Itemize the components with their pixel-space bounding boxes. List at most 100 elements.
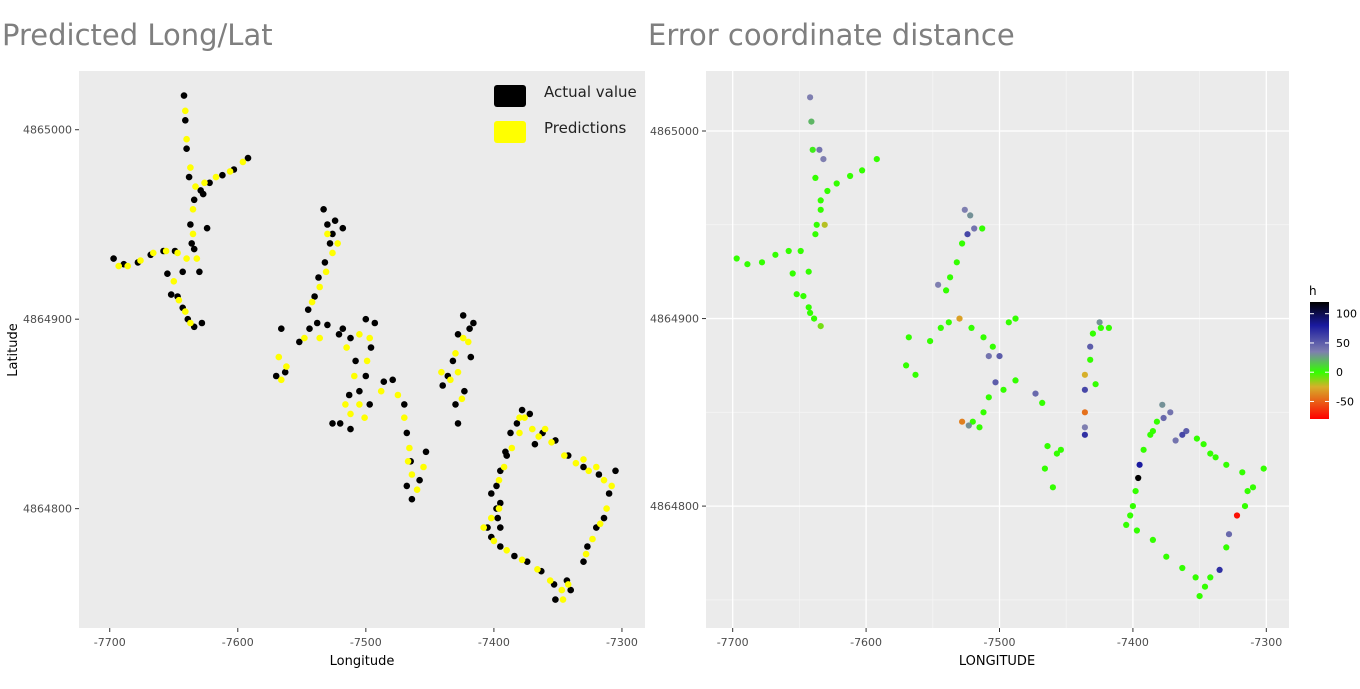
- actual-point: [190, 196, 198, 204]
- actual-point: [416, 476, 423, 484]
- prediction-point: [189, 230, 197, 238]
- left-chart-title: Predicted Long/Lat: [2, 18, 273, 52]
- actual-point: [470, 319, 477, 327]
- error-point: [1196, 593, 1203, 600]
- prediction-point: [548, 439, 555, 446]
- actual-point: [321, 259, 329, 266]
- prediction-point: [508, 444, 516, 452]
- prediction-point: [404, 458, 412, 465]
- actual-point: [179, 268, 186, 276]
- error-point: [1179, 564, 1186, 572]
- error-point: [1212, 454, 1219, 461]
- error-point: [1092, 381, 1099, 388]
- error-point: [1149, 428, 1156, 435]
- prediction-point: [593, 463, 600, 471]
- left-x-axis-label: Longitude: [330, 654, 395, 669]
- error-point: [1159, 401, 1166, 408]
- prediction-point: [115, 262, 122, 270]
- colorbar-tick-label: 50: [1336, 337, 1350, 350]
- prediction-point: [529, 425, 536, 433]
- prediction-point: [361, 414, 368, 422]
- error-point: [1039, 399, 1046, 406]
- prediction-point: [406, 444, 413, 452]
- actual-point: [511, 552, 518, 560]
- error-point: [1223, 544, 1230, 551]
- colorbar-legend: h 100 50 0 -50: [1309, 284, 1357, 419]
- left-x-tick-label: -7600: [222, 636, 254, 649]
- prediction-point: [308, 298, 316, 306]
- actual-point: [454, 420, 462, 427]
- actual-point: [494, 514, 502, 522]
- error-point: [793, 291, 800, 298]
- left-y-axis-label: Latitude: [6, 323, 21, 377]
- prediction-point: [377, 387, 385, 395]
- actual-point: [497, 543, 504, 550]
- prediction-point: [585, 467, 592, 475]
- actual-point: [281, 368, 289, 376]
- left-plot-background: [79, 71, 645, 628]
- error-point: [1172, 437, 1179, 444]
- error-point: [1200, 441, 1207, 448]
- prediction-point: [535, 433, 542, 440]
- error-point: [820, 156, 827, 163]
- error-point: [1249, 484, 1257, 491]
- right-x-tick-label: -7700: [717, 636, 749, 649]
- prediction-point: [343, 344, 350, 351]
- error-point: [947, 274, 954, 281]
- error-point: [809, 146, 816, 153]
- actual-point: [497, 524, 504, 531]
- prediction-point: [495, 505, 503, 512]
- prediction-point: [324, 230, 331, 238]
- prediction-point: [518, 556, 526, 564]
- actual-point: [272, 372, 280, 380]
- right-x-axis: -7700 -7600 -7500 -7400 -7300: [717, 628, 1282, 649]
- error-point: [812, 231, 819, 238]
- error-point: [980, 409, 987, 416]
- prediction-point: [183, 135, 190, 143]
- prediction-point: [495, 476, 503, 484]
- error-point: [1193, 435, 1200, 442]
- actual-point: [526, 410, 534, 418]
- legend-predictions-swatch: [494, 121, 526, 143]
- error-point: [772, 251, 779, 258]
- error-point: [1244, 488, 1251, 495]
- error-point: [935, 281, 942, 288]
- actual-point: [523, 558, 531, 565]
- prediction-point: [347, 410, 354, 418]
- error-point: [1216, 566, 1223, 574]
- prediction-point: [420, 463, 427, 471]
- legend-actual-swatch: [494, 85, 526, 107]
- actual-point: [389, 376, 397, 384]
- error-point: [927, 338, 934, 345]
- colorbar-gradient: [1310, 302, 1329, 419]
- prediction-point: [541, 425, 549, 433]
- prediction-point: [170, 278, 178, 285]
- error-point: [971, 225, 978, 232]
- prediction-point: [580, 456, 587, 463]
- error-point: [985, 353, 992, 360]
- actual-point: [313, 319, 321, 327]
- prediction-point: [137, 257, 144, 264]
- prediction-point: [452, 350, 459, 357]
- actual-point: [459, 312, 467, 319]
- error-point: [824, 187, 831, 195]
- error-point: [1260, 465, 1267, 472]
- actual-point: [324, 221, 331, 228]
- actual-point: [336, 420, 344, 427]
- error-point: [744, 261, 751, 268]
- right-x-tick-label: -7500: [984, 636, 1016, 649]
- error-point: [1000, 386, 1007, 393]
- error-point: [811, 315, 818, 322]
- prediction-point: [408, 471, 416, 478]
- left-points-layer: [110, 92, 619, 603]
- error-point: [816, 146, 823, 153]
- left-y-axis: 4864800 4864900 4865000: [23, 124, 79, 516]
- error-point: [961, 206, 968, 213]
- error-point: [789, 270, 796, 277]
- prediction-point: [564, 581, 572, 588]
- prediction-point: [212, 173, 220, 181]
- error-point: [807, 309, 814, 316]
- prediction-point: [516, 414, 523, 422]
- error-point: [964, 231, 971, 238]
- error-point: [808, 118, 815, 125]
